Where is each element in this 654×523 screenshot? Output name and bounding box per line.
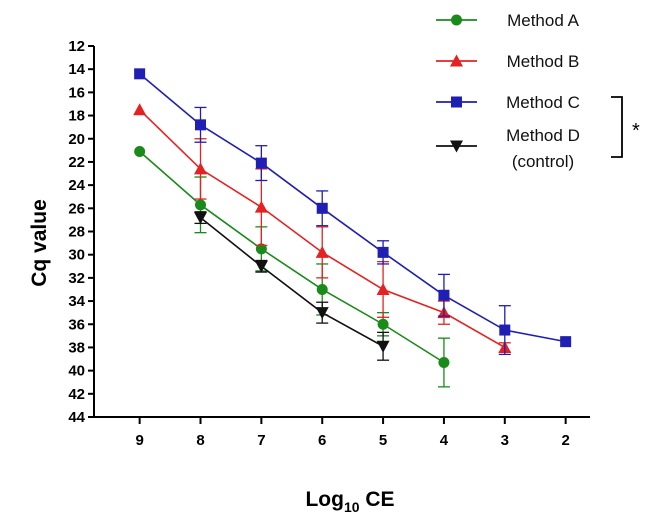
legend-label-line2: (control) [512, 152, 574, 171]
x-tick-label: 2 [561, 432, 569, 449]
x-tick-label: 6 [318, 432, 326, 449]
y-tick-label: 40 [68, 363, 85, 380]
y-tick-label: 36 [68, 316, 85, 333]
data-point-method-d [254, 260, 268, 273]
significance-asterisk: * [632, 120, 640, 142]
x-tick-label: 7 [257, 432, 265, 449]
legend-label: Method B [507, 52, 580, 71]
data-point-method-c [377, 246, 389, 258]
x-axis-title: Log10 CE [305, 488, 394, 515]
data-point-method-d [376, 340, 390, 353]
data-point-method-c [195, 119, 207, 131]
data-point-method-b [315, 245, 329, 258]
y-tick-label: 28 [68, 224, 85, 241]
y-tick-label: 32 [68, 270, 85, 287]
data-point-method-c [499, 324, 511, 336]
x-tick-label: 4 [440, 432, 449, 449]
series-method-c [134, 68, 572, 356]
y-tick-label: 14 [68, 61, 85, 78]
legend-marker [450, 140, 463, 153]
y-tick-label: 44 [68, 409, 85, 426]
legend-marker [450, 54, 463, 67]
data-point-method-a [195, 199, 207, 211]
y-tick-label: 42 [68, 386, 85, 403]
data-point-method-a [134, 146, 146, 158]
y-tick-label: 12 [68, 38, 85, 55]
y-tick-label: 24 [68, 177, 85, 194]
y-tick-label: 20 [68, 131, 85, 148]
data-point-method-a [377, 318, 389, 330]
data-point-method-a [438, 357, 450, 369]
x-tick-label: 9 [135, 432, 143, 449]
legend-entry-method-d: Method D (control) [436, 126, 580, 171]
data-point-method-b [376, 282, 390, 295]
data-point-method-d [315, 307, 329, 320]
legend-marker [451, 14, 462, 26]
legend-label: Method D [506, 126, 580, 145]
series-line-method-c [139, 73, 566, 343]
data-point-method-b [194, 162, 208, 175]
y-tick-label: 26 [68, 200, 85, 217]
data-point-method-b [254, 200, 268, 213]
data-point-method-a [255, 243, 267, 255]
series-method-d [194, 211, 390, 361]
significance-bracket: * [611, 96, 640, 158]
legend-entry-method-b: Method B [436, 52, 579, 71]
y-axis-title: Cq value [28, 199, 51, 287]
y-tick-label: 34 [68, 293, 85, 310]
series-line-method-d [200, 216, 384, 347]
y-tick-label: 18 [68, 108, 85, 125]
legend-label: Method A [507, 11, 579, 30]
series-line-method-a [139, 150, 445, 364]
data-point-method-c [134, 68, 146, 80]
bracket-line [611, 96, 623, 158]
legend: Method A Method B Method C Method D (control… [436, 11, 640, 171]
y-tick-label: 38 [68, 339, 85, 356]
data-point-method-c [255, 157, 267, 169]
data-point-method-c [560, 336, 572, 348]
data-point-method-d [194, 212, 208, 225]
legend-label: Method C [506, 93, 580, 112]
y-tick-label: 16 [68, 84, 85, 101]
x-tick-label: 3 [501, 432, 509, 449]
legend-entry-method-a: Method A [436, 11, 580, 30]
legend-marker [451, 96, 462, 108]
x-tick-label: 8 [196, 432, 204, 449]
data-point-method-c [316, 202, 328, 214]
y-tick-label: 22 [68, 154, 85, 171]
plot-area [133, 68, 572, 388]
y-tick-label: 30 [68, 247, 85, 264]
series-method-a [134, 146, 450, 388]
data-point-method-b [133, 103, 147, 116]
data-point-method-c [438, 289, 450, 301]
data-point-method-a [316, 283, 328, 295]
x-tick-label: 5 [379, 432, 387, 449]
legend-entry-method-c: Method C [436, 93, 580, 112]
